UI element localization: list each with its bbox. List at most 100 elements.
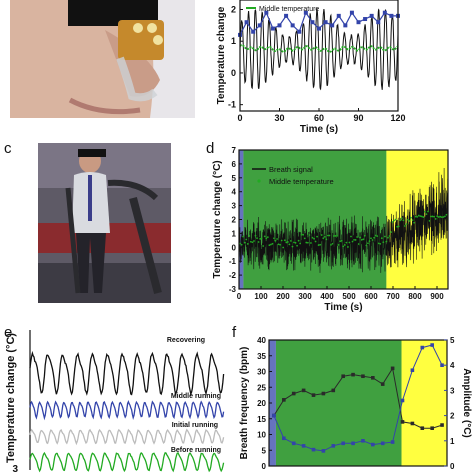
- d-middle-temperature-point: [367, 242, 369, 245]
- b-middle-temperature-line: [239, 44, 399, 53]
- f-breath-frequency-point: [400, 420, 405, 424]
- f-breath-frequency-point: [361, 374, 365, 379]
- d-middle-temperature-point: [365, 244, 368, 247]
- d-ytick-label: -2: [229, 271, 237, 280]
- f-amplitude-point: [341, 441, 345, 446]
- d-xtick-label: 600: [364, 292, 378, 301]
- f-amplitude-point: [282, 436, 286, 441]
- d-middle-temperature-point: [308, 234, 311, 236]
- d-middle-temperature-point: [313, 237, 315, 240]
- d-middle-temperature-point: [316, 235, 318, 238]
- d-middle-temperature-point: [390, 231, 392, 233]
- b-upper-series-point: [389, 13, 394, 18]
- d-xtick-label: 100: [254, 292, 268, 301]
- d-middle-temperature-point: [333, 235, 335, 237]
- d-middle-temperature-point: [363, 234, 366, 237]
- d-middle-temperature-point: [383, 235, 386, 238]
- f-amplitude-point: [301, 444, 306, 448]
- d-middle-temperature-point: [299, 242, 302, 245]
- d-middle-temperature-point: [359, 236, 362, 239]
- d-middle-temperature-point: [297, 239, 300, 242]
- b-yaxis-title: Temperature change: [216, 6, 227, 104]
- d-middle-temperature-point: [347, 246, 349, 248]
- d-middle-temperature-point: [439, 215, 442, 218]
- d-xtick-label: 300: [298, 292, 312, 301]
- f-ytick-label: 15: [257, 415, 266, 424]
- f-amplitude-point: [321, 449, 326, 453]
- e-series-label-3: Before running: [171, 447, 221, 454]
- f-amplitude-point: [420, 345, 425, 350]
- d-middle-temperature-point: [419, 215, 422, 218]
- d-middle-temperature-point: [368, 240, 371, 243]
- d-middle-temperature-point: [385, 240, 388, 243]
- f-y2axis-title: Amplitude (°C): [461, 368, 472, 438]
- d-middle-temperature-point: [285, 241, 288, 244]
- d-middle-temperature-point: [422, 216, 425, 218]
- d-middle-temperature-point: [445, 213, 448, 216]
- d-middle-temperature-point: [350, 235, 352, 238]
- d-middle-temperature-point: [325, 238, 328, 241]
- e-series-line-1: [29, 399, 225, 421]
- b-upper-series-point: [270, 26, 275, 31]
- d-xtick-label: 200: [276, 292, 290, 301]
- face-sensor-illustration: [10, 0, 195, 118]
- b-xtick-label: 90: [353, 113, 363, 123]
- d-middle-temperature-point: [362, 238, 365, 241]
- b-legend-label: Middle temperature: [259, 6, 319, 13]
- d-middle-temperature-point: [326, 234, 329, 237]
- f-amplitude-point: [351, 441, 355, 446]
- b-upper-series-point: [336, 13, 341, 18]
- d-middle-temperature-point: [253, 240, 255, 242]
- f-breath-frequency-point: [282, 398, 286, 402]
- e-series-label-0: Recovering: [167, 337, 205, 344]
- d-middle-temperature-point: [351, 240, 354, 243]
- d-middle-temperature-point: [334, 235, 337, 237]
- d-ytick-label: -3: [229, 285, 237, 294]
- d-middle-temperature-point: [311, 236, 314, 239]
- face-sensor-photo: [10, 0, 195, 118]
- b-upper-series-point: [369, 13, 374, 18]
- d-middle-temperature-point: [277, 243, 280, 246]
- d-middle-temperature-point: [377, 242, 380, 245]
- f-amplitude-point: [390, 440, 395, 444]
- panel-label-e: e: [4, 324, 13, 341]
- d-legend-label-middle: Middle temperature: [269, 177, 334, 186]
- d-middle-temperature-point: [286, 241, 289, 243]
- f-breath-frequency-point: [440, 423, 444, 427]
- d-middle-temperature-point: [407, 218, 409, 221]
- d-middle-temperature-point: [382, 241, 385, 244]
- d-middle-temperature-point: [322, 237, 325, 240]
- d-middle-temperature-point: [370, 237, 372, 240]
- f-breath-frequency-point: [341, 374, 345, 379]
- d-middle-temperature-point: [273, 237, 275, 240]
- treadmill-illustration: [38, 143, 171, 303]
- b-xtick-label: 0: [237, 113, 242, 123]
- b-upper-series-point: [343, 23, 348, 28]
- f-ytick-label: 25: [257, 383, 266, 392]
- d-middle-temperature-point: [434, 218, 437, 220]
- d-middle-temperature-point: [339, 240, 342, 243]
- f-amplitude-point: [430, 343, 434, 347]
- f-amplitude-point: [291, 441, 296, 446]
- d-middle-temperature-point: [357, 243, 360, 245]
- d-middle-temperature-point: [342, 245, 345, 248]
- d-middle-temperature-point: [310, 242, 312, 244]
- d-middle-temperature-point: [249, 240, 252, 243]
- b-ytick-label: 0: [231, 68, 236, 78]
- b-upper-series-point: [310, 20, 315, 25]
- d-middle-temperature-point: [437, 216, 440, 218]
- d-middle-temperature-point: [256, 237, 258, 240]
- e-yaxis-title: Temperature change (°C): [5, 333, 17, 463]
- b-ytick-label: 1: [231, 36, 236, 46]
- d-middle-temperature-point: [360, 238, 363, 241]
- d-middle-temperature-point: [373, 236, 375, 239]
- f-breath-frequency-point: [311, 393, 316, 397]
- d-middle-temperature-point: [280, 239, 283, 242]
- f-region-blue: [269, 340, 276, 466]
- d-middle-temperature-point: [283, 239, 286, 242]
- d-middle-temperature-point: [354, 239, 357, 241]
- b-upper-series-point: [277, 23, 282, 28]
- f-ytick-label: 0: [262, 462, 267, 471]
- d-middle-temperature-point: [348, 241, 351, 244]
- e-series-label-1: Middle running: [171, 393, 221, 400]
